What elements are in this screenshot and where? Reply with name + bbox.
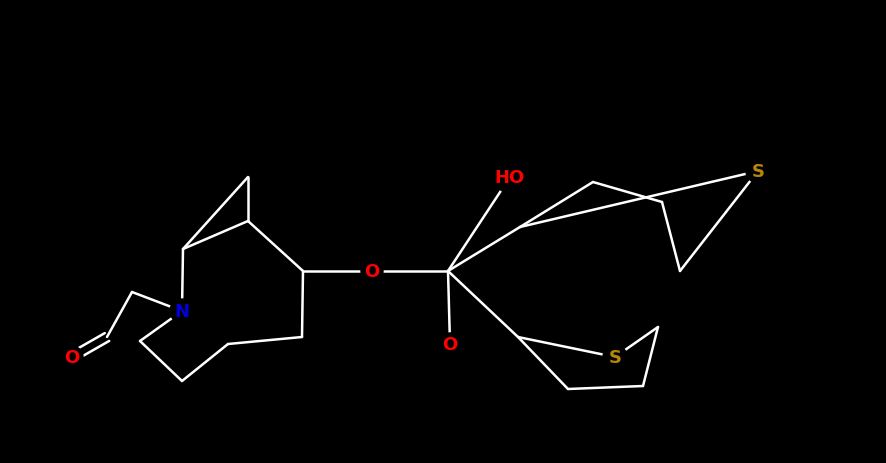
Circle shape — [603, 345, 627, 369]
Text: HO: HO — [495, 169, 525, 187]
Circle shape — [494, 162, 526, 194]
Text: O: O — [364, 263, 379, 281]
Circle shape — [746, 160, 770, 184]
Text: S: S — [751, 163, 765, 181]
Text: N: N — [175, 302, 190, 320]
Text: S: S — [609, 348, 621, 366]
Text: O: O — [65, 348, 80, 366]
Text: O: O — [442, 335, 458, 353]
Circle shape — [361, 260, 383, 282]
Circle shape — [170, 300, 194, 323]
Circle shape — [61, 346, 83, 368]
Circle shape — [439, 333, 461, 355]
